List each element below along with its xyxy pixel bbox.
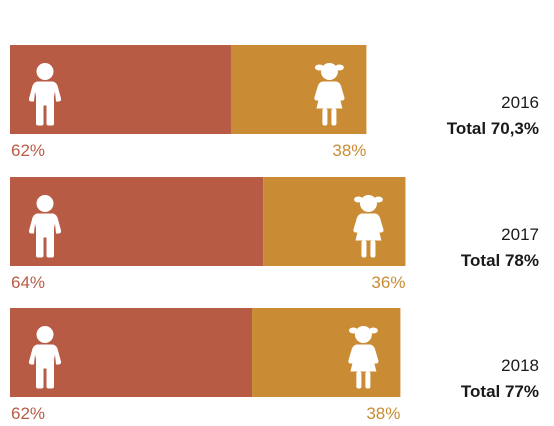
boys-percent-label: 64% — [11, 273, 45, 292]
total-label: Total 70,3% — [447, 119, 539, 138]
girls-percent-label: 38% — [332, 141, 366, 160]
girls-bar-2017 — [263, 177, 406, 266]
boys-percent-label: 62% — [11, 141, 45, 160]
girls-percent-label: 36% — [371, 273, 405, 292]
girls-percent-label: 38% — [366, 404, 400, 423]
total-label: Total 77% — [461, 382, 539, 401]
year-label: 2018 — [501, 356, 539, 375]
total-label: Total 78% — [461, 251, 539, 270]
girls-bar-2018 — [252, 308, 401, 397]
year-label: 2016 — [501, 93, 539, 112]
boys-percent-label: 62% — [11, 404, 45, 423]
year-label: 2017 — [501, 225, 539, 244]
girls-bar-2016 — [230, 45, 367, 134]
